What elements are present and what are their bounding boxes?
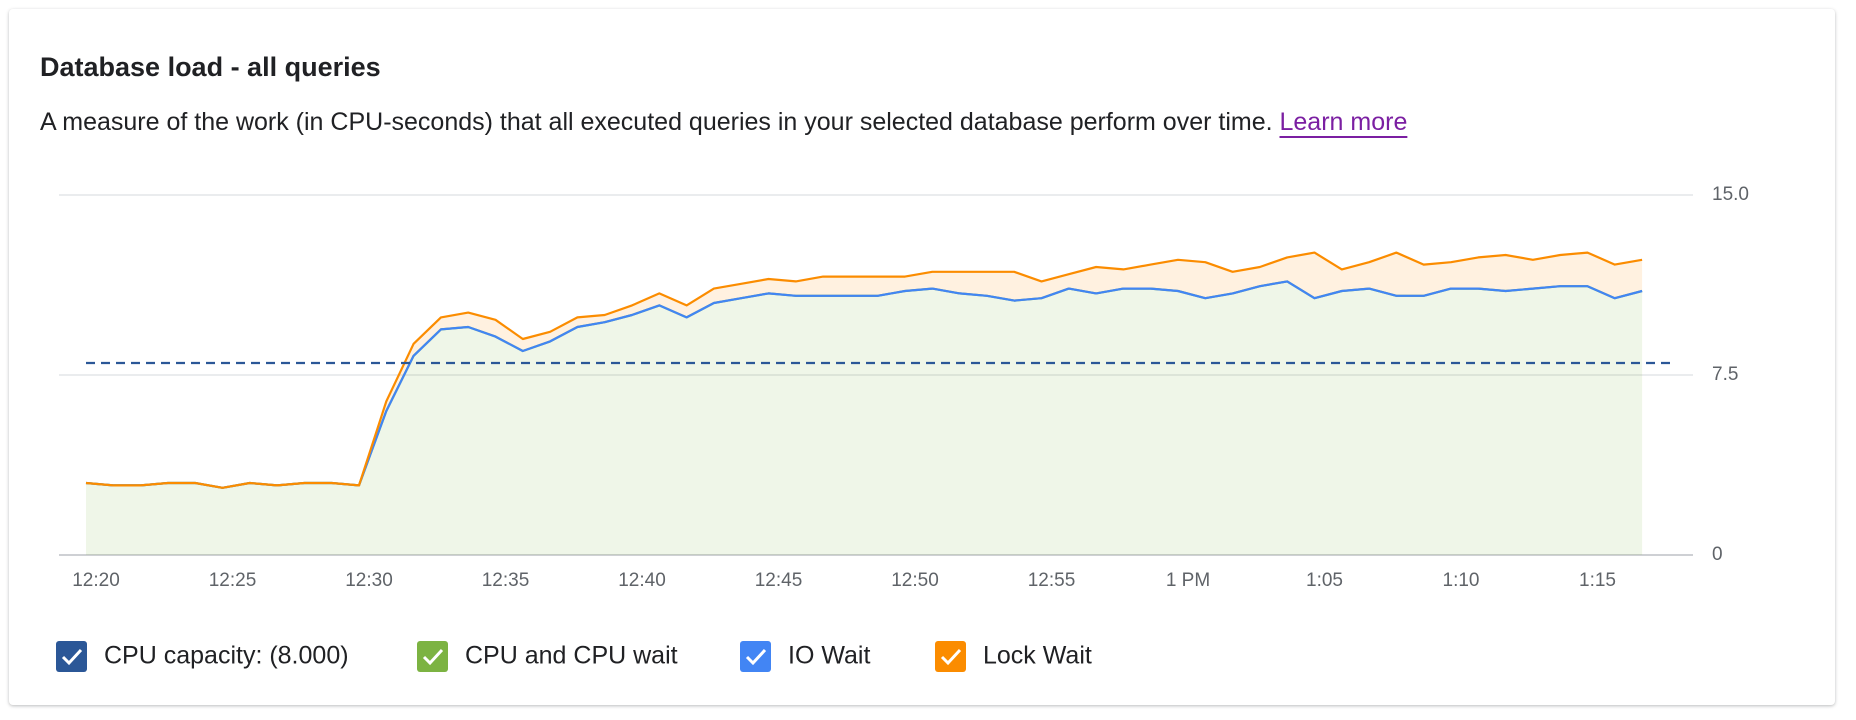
x-tick-label: 12:25: [209, 570, 257, 591]
checkmark: [422, 648, 444, 666]
area-fill: [86, 281, 1643, 555]
y-tick-label: 15.0: [1712, 184, 1749, 205]
legend-checkbox[interactable]: [417, 641, 448, 672]
subtitle-text: A measure of the work (in CPU-seconds) t…: [40, 108, 1273, 136]
x-tick-label: 12:40: [618, 570, 666, 591]
x-tick-label: 12:55: [1028, 570, 1076, 591]
series-line: [85, 251, 1643, 489]
x-tick-label: 12:30: [345, 570, 393, 591]
area-fill: [86, 252, 1643, 488]
legend-label: CPU capacity: (8.000): [104, 642, 349, 670]
x-tick-label: 1:10: [1443, 570, 1480, 591]
learn-more-link[interactable]: Learn more: [1279, 108, 1408, 136]
legend-checkbox[interactable]: [935, 641, 966, 672]
legend-checkbox[interactable]: [740, 641, 771, 672]
checkmark: [940, 648, 962, 666]
x-tick-label: 12:20: [72, 570, 120, 591]
legend-checkbox[interactable]: [56, 641, 87, 672]
chart-subtitle: A measure of the work (in CPU-seconds) t…: [40, 108, 1407, 137]
y-tick-label: 0: [1712, 544, 1723, 565]
legend-label: Lock Wait: [983, 642, 1092, 670]
x-tick-label: 12:45: [755, 570, 803, 591]
y-tick-label: 7.5: [1712, 364, 1738, 385]
checkmark: [745, 648, 767, 666]
x-tick-label: 12:35: [482, 570, 530, 591]
x-tick-label: 12:50: [891, 570, 939, 591]
legend-label: CPU and CPU wait: [465, 642, 678, 670]
chart-title: Database load - all queries: [40, 52, 381, 82]
x-tick-label: 1 PM: [1166, 570, 1210, 591]
card: [9, 9, 1835, 705]
checkmark: [61, 648, 83, 666]
x-tick-label: 1:15: [1579, 570, 1616, 591]
legend-label: IO Wait: [788, 642, 870, 670]
x-tick-label: 1:05: [1306, 570, 1343, 591]
